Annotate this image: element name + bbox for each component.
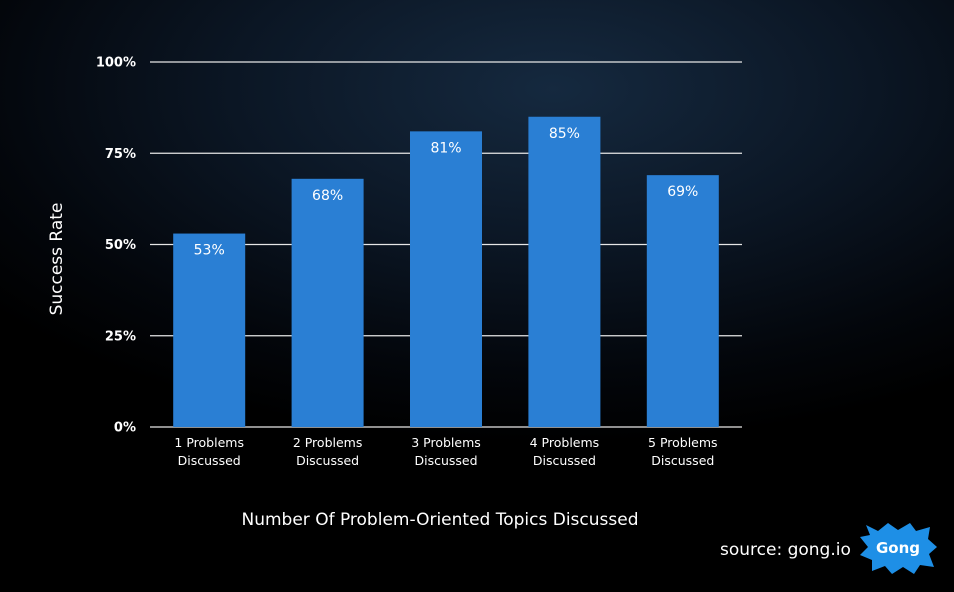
x-category-label: Discussed (533, 453, 596, 468)
x-category-label: 5 Problems (648, 435, 718, 450)
bar (291, 178, 364, 427)
bar-value-label: 69% (667, 184, 698, 200)
x-category-label: Discussed (178, 453, 241, 468)
x-axis-title: Number Of Problem-Oriented Topics Discus… (242, 510, 639, 530)
bars (173, 116, 719, 427)
bar-value-label: 85% (549, 126, 580, 142)
logo-burst-shape (860, 523, 937, 574)
x-category-label: Discussed (414, 453, 477, 468)
source-text: source: gong.io (720, 540, 851, 560)
bar (528, 116, 601, 427)
y-axis-title: Success Rate (47, 203, 67, 316)
bar-value-label: 68% (312, 188, 343, 204)
x-category-label: 4 Problems (530, 435, 600, 450)
x-category-label: Discussed (651, 453, 714, 468)
x-category-labels: 1 Problems Discussed 2 Problems Discussed 3 … (174, 435, 717, 468)
y-tick-label: 50% (105, 238, 136, 253)
bar (410, 131, 482, 427)
x-category-label: 1 Problems (174, 435, 244, 450)
bar-value-label: 81% (430, 140, 461, 156)
y-tick-label: 0% (114, 421, 136, 436)
x-category-label: 2 Problems (293, 435, 363, 450)
y-tick-label: 25% (105, 329, 136, 344)
y-tick-labels: 0% 25% 50% 75% 100% (96, 56, 136, 436)
logo-text: Gong (876, 539, 920, 557)
gong-logo: Gong (860, 523, 937, 574)
x-category-label: Discussed (296, 453, 359, 468)
bar (173, 233, 246, 427)
bar-value-labels: 53% 68% 81% 85% 69% (194, 126, 699, 259)
bar (646, 175, 719, 427)
y-tick-label: 75% (105, 147, 136, 162)
y-tick-label: 100% (96, 56, 136, 71)
bar-value-label: 53% (194, 243, 225, 259)
x-category-label: 3 Problems (411, 435, 481, 450)
